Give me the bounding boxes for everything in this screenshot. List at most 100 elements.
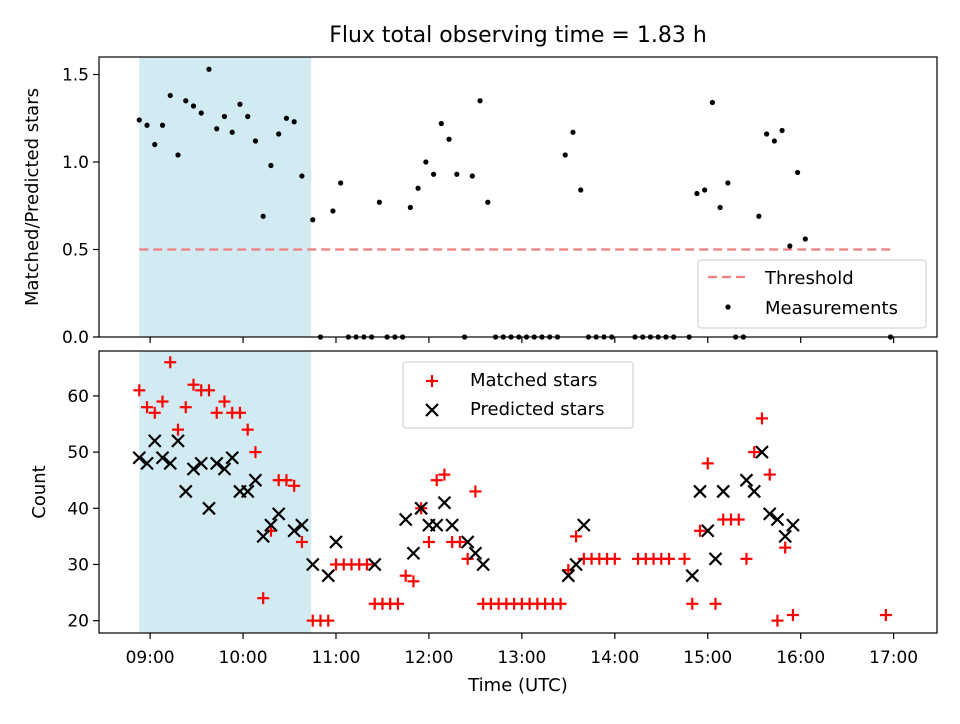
matched-star-point	[280, 474, 293, 487]
measurement-point	[771, 138, 777, 144]
measurement-point	[415, 185, 421, 191]
predicted-star-point	[693, 484, 707, 499]
matched-star-point	[202, 384, 215, 397]
matched-star-point	[740, 552, 753, 565]
measurement-point	[725, 180, 731, 186]
predicted-star-point	[577, 518, 591, 532]
matched-star-point	[570, 530, 583, 543]
predicted-stars-legend-swatch	[425, 403, 439, 417]
predicted-star-point	[186, 462, 201, 476]
measurement-point	[276, 131, 282, 137]
matched-star-point	[608, 552, 621, 565]
predicted-star-point	[445, 518, 459, 532]
ratio-panel-shaded-interval	[139, 57, 312, 337]
x-tick-label: 09:00	[126, 648, 175, 668]
measurement-point	[237, 101, 243, 107]
ratio-panel: 0.0 0.5 1.0 1.5 Matched/Predicted stars Thr…	[22, 56, 938, 348]
count-panel-frame	[98, 350, 938, 634]
measurement-point	[136, 117, 142, 123]
matched-star-point	[562, 564, 575, 577]
measurement-point	[283, 115, 290, 121]
matched-star-point	[164, 356, 177, 369]
matched-star-point	[554, 597, 567, 610]
matched-star-point	[748, 446, 761, 459]
measurement-point	[175, 152, 181, 158]
matched-star-point	[430, 474, 443, 487]
matched-star-point	[141, 401, 154, 414]
count-y-tick-label: 60	[67, 387, 89, 407]
ratio-legend-box	[697, 259, 927, 329]
matched-star-point	[771, 614, 784, 627]
matched-star-point	[786, 609, 799, 622]
matched-star-point	[399, 569, 412, 582]
matched-star-point	[763, 468, 776, 481]
matched-star-point	[360, 558, 373, 571]
measurement-point	[423, 159, 429, 165]
measurement-point	[717, 204, 723, 211]
predicted-star-point	[321, 568, 336, 583]
count-panel-shaded-interval	[139, 351, 312, 633]
matched-star-point	[779, 541, 792, 554]
measurement-point	[794, 169, 801, 176]
x-tick-label: 16:00	[776, 648, 825, 668]
measurement-point	[446, 136, 452, 142]
predicted-star-point	[708, 552, 723, 566]
matched-star-point	[249, 446, 262, 459]
threshold-legend-label: Threshold	[764, 268, 854, 289]
measurement-point	[299, 173, 305, 179]
matched-star-point	[678, 552, 691, 565]
matched-stars-points	[133, 356, 892, 627]
measurement-point	[454, 171, 460, 177]
ratio-panel-y-ticks: 0.0 0.5 1.0 1.5	[62, 66, 99, 348]
predicted-star-point	[770, 512, 785, 527]
count-panel-legend: Matched stars Predicted stars	[402, 361, 634, 429]
matched-star-point	[755, 412, 768, 425]
matched-star-point	[694, 524, 707, 537]
matched-star-point	[264, 524, 277, 537]
measurement-point	[578, 187, 584, 193]
measurement-point	[159, 122, 166, 128]
predicted-star-point	[414, 501, 428, 516]
predicted-star-point	[240, 484, 255, 499]
predicted-star-point	[786, 518, 800, 532]
predicted-stars-points	[132, 434, 800, 583]
measurement-point	[268, 162, 274, 169]
measurement-point	[291, 119, 297, 125]
matched-star-point	[407, 575, 420, 588]
predicted-star-point	[367, 557, 382, 572]
matched-star-point	[295, 535, 308, 548]
measurement-point	[152, 141, 158, 148]
measurement-point	[477, 98, 483, 104]
measurement-point	[167, 92, 173, 99]
measurement-point	[407, 204, 413, 211]
matched-star-point	[663, 552, 676, 565]
x-tick-label: 11:00	[311, 648, 360, 668]
x-tick-label: 10:00	[219, 648, 268, 668]
predicted-star-point	[264, 518, 278, 532]
measurements-legend-swatch	[725, 304, 731, 310]
x-tick-label: 17:00	[869, 648, 918, 668]
matched-star-point	[133, 384, 146, 397]
predicted-star-point	[256, 529, 270, 544]
predicted-star-point	[429, 518, 444, 532]
predicted-star-point	[476, 557, 490, 572]
matched-star-point	[453, 535, 466, 548]
matched-star-point	[879, 609, 892, 622]
measurement-point	[485, 199, 491, 205]
predicted-star-point	[171, 434, 185, 448]
predicted-star-point	[437, 495, 452, 510]
measurement-point	[260, 213, 266, 219]
measurement-point	[802, 236, 808, 242]
matched-star-point	[179, 401, 192, 414]
predicted-star-point	[217, 462, 232, 476]
ratio-panel-y-axis-label: Matched/Predicted stars	[22, 88, 43, 306]
predicted-star-point	[155, 450, 170, 465]
matched-star-point	[391, 597, 404, 610]
ratio-panel-frame	[98, 56, 938, 338]
measurement-point	[190, 103, 197, 109]
ratio-y-tick-label: 0.5	[62, 241, 89, 261]
measurement-point	[245, 113, 251, 120]
measurement-point	[694, 190, 700, 197]
matched-stars-legend-swatch	[426, 375, 438, 387]
measurement-point	[229, 129, 235, 135]
